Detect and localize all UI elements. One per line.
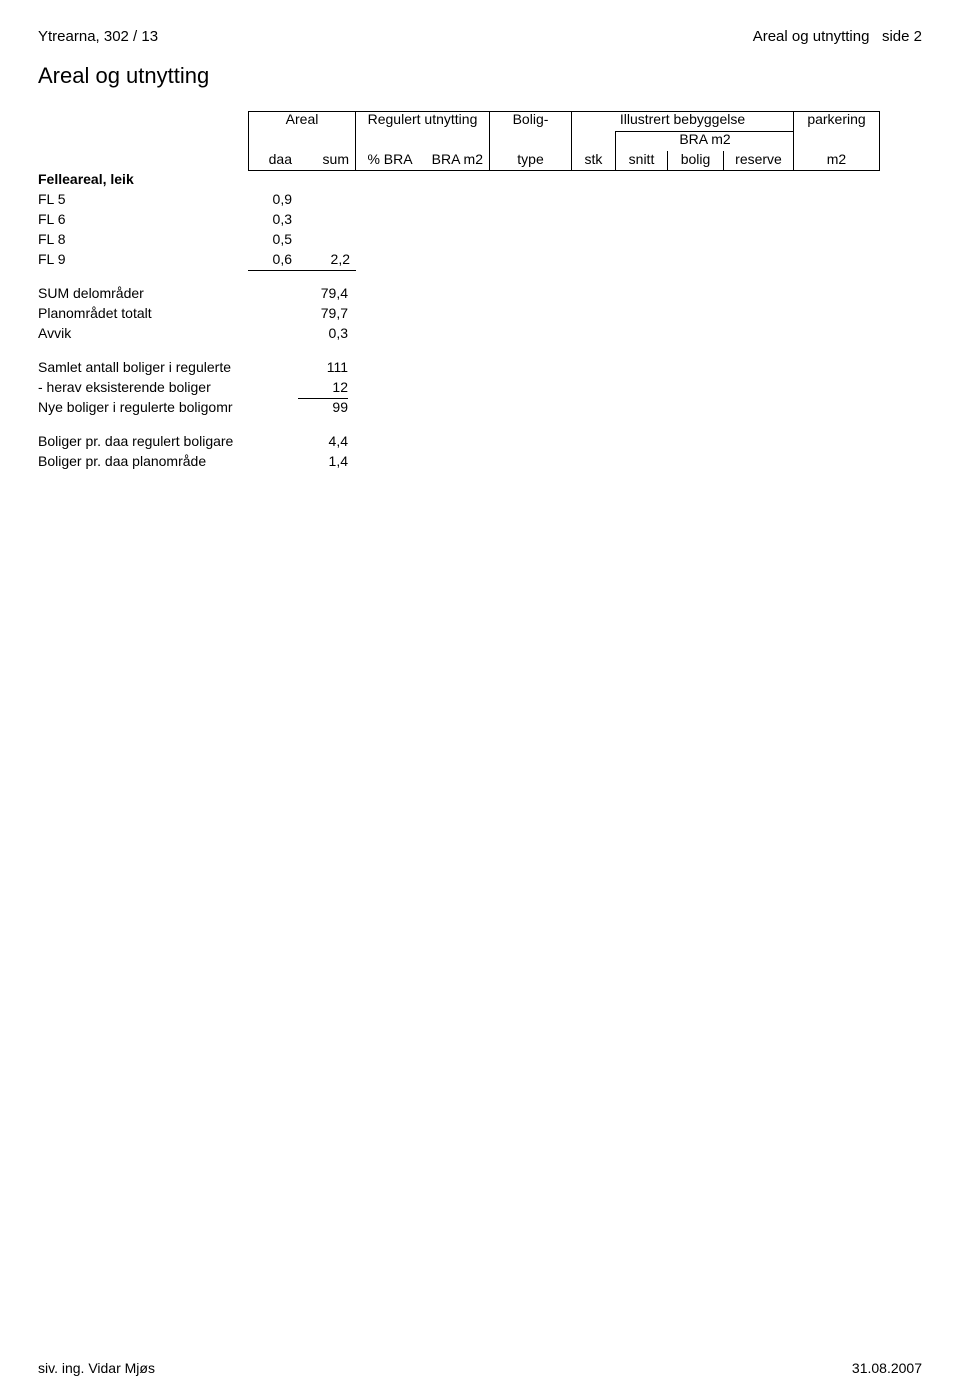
summary-value: 4,4 [298,433,348,453]
summary-label: Boliger pr. daa regulert boligare [38,433,298,453]
summary-label: - herav eksisterende boliger [38,379,298,399]
th-snitt: snitt [616,151,668,171]
summary-value: 79,4 [298,285,348,305]
summary-label: Boliger pr. daa planområde [38,453,298,473]
th-pct-bra: % BRA [356,151,424,171]
table-row: FL 9 0,6 2,2 [38,251,922,271]
row-label: FL 9 [38,251,248,271]
row-daa: 0,5 [248,231,298,251]
summary-value: 12 [298,379,348,399]
row-label: FL 5 [38,191,248,211]
th-parkering: parkering [794,111,880,131]
summary-value: 79,7 [298,305,348,325]
row-label: FL 8 [38,231,248,251]
summary-value: 99 [298,399,348,419]
page-title: Areal og utnytting [38,63,922,89]
th-bra-m2-grp: BRA m2 [616,131,794,151]
summary-label: Samlet antall boliger i regulerte [38,359,298,379]
row-daa: 0,3 [248,211,298,231]
summary-block-2: Samlet antall boliger i regulerte 111 - … [38,359,922,419]
th-illustrert: Illustrert bebyggelse [572,111,794,131]
table-row: FL 6 0,3 [38,211,922,231]
th-reserve: reserve [724,151,794,171]
footer-right: 31.08.2007 [852,1360,922,1376]
header-right-page: side 2 [882,28,922,45]
th-bolig-dash: Bolig- [490,111,572,131]
th-daa: daa [248,151,298,171]
th-sum: sum [298,151,356,171]
row-daa: 0,9 [248,191,298,211]
data-table: Areal Regulert utnytting Bolig- Illustre… [38,111,922,271]
table-row: FL 5 0,9 [38,191,922,211]
summary-block-3: Boliger pr. daa regulert boligare 4,4 Bo… [38,433,922,473]
th-bolig: bolig [668,151,724,171]
th-stk: stk [572,151,616,171]
summary-block-1: SUM delområder 79,4 Planområdet totalt 7… [38,285,922,345]
header-right: Areal og utnytting side 2 [753,28,922,45]
th-type: type [490,151,572,171]
th-bra-m2: BRA m2 [424,151,490,171]
summary-label: Avvik [38,325,298,345]
row-label: FL 6 [38,211,248,231]
summary-label: SUM delområder [38,285,298,305]
row-daa: 0,6 [248,251,298,271]
summary-value: 111 [298,359,348,379]
row-sum: 2,2 [298,251,356,271]
footer-left: siv. ing. Vidar Mjøs [38,1360,155,1376]
table-row: FL 8 0,5 [38,231,922,251]
summary-value: 1,4 [298,453,348,473]
th-m2: m2 [794,151,880,171]
summary-label: Planområdet totalt [38,305,298,325]
summary-value: 0,3 [298,325,348,345]
summary-label: Nye boliger i regulerte boligomr [38,399,298,419]
th-regulert: Regulert utnytting [356,111,490,131]
header-left: Ytrearna, 302 / 13 [38,28,158,45]
header-right-title: Areal og utnytting [753,28,870,45]
section-title: Felleareal, leik [38,171,248,191]
th-areal: Areal [248,111,356,131]
